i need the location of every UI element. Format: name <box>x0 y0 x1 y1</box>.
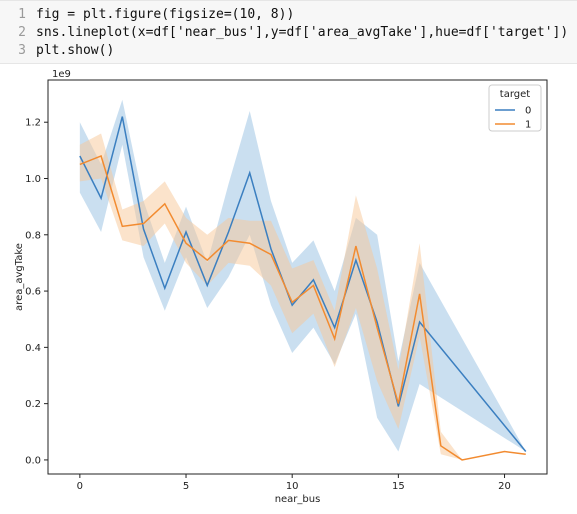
legend-box <box>488 84 542 132</box>
x-axis-label: near_bus <box>275 494 321 505</box>
code-line-2[interactable]: 2 sns.lineplot(x=df['near_bus'],y=df['ar… <box>0 24 568 40</box>
legend: target 0 1 <box>488 84 542 132</box>
y-tick-label: 0.4 <box>25 343 41 354</box>
y-tick-label: 0.2 <box>25 399 41 410</box>
code-text: fig = plt.figure(figsize=(10, 8)) <box>36 6 295 22</box>
code-line-3[interactable]: 3 plt.show() <box>0 42 114 58</box>
x-tick-label: 20 <box>498 481 511 492</box>
y-tick-label: 1.0 <box>25 174 41 185</box>
code-text: plt.show() <box>36 42 115 58</box>
confidence-band-series-1 <box>79 133 526 460</box>
line-number: 1 <box>18 6 26 22</box>
code-line-1[interactable]: 1 fig = plt.figure(figsize=(10, 8)) <box>0 6 294 22</box>
line-chart: 0 5 10 15 200.00.20.40.60.81.01.2 1e9 near_b… <box>14 69 548 505</box>
legend-label-0: 0 <box>525 106 531 117</box>
line-number: 2 <box>18 24 26 40</box>
legend-label-1: 1 <box>525 120 531 131</box>
code-text: sns.lineplot(x=df['near_bus'],y=df['area… <box>36 24 569 40</box>
code-cell[interactable]: 1 fig = plt.figure(figsize=(10, 8)) 2 sn… <box>0 0 577 64</box>
x-tick-label: 15 <box>392 481 405 492</box>
axes-frame <box>47 79 548 475</box>
y-axis-offset-label: 1e9 <box>52 69 71 80</box>
y-tick-label: 0.0 <box>25 455 41 466</box>
x-tick-label: 0 <box>77 481 83 492</box>
y-tick-label: 1.2 <box>25 118 41 129</box>
x-tick-label: 10 <box>286 481 299 492</box>
legend-title: target <box>500 89 530 100</box>
line-series-0 <box>79 116 527 452</box>
line-number: 3 <box>18 42 26 58</box>
y-tick-label: 0.6 <box>25 287 41 298</box>
y-tick-label: 0.8 <box>25 230 41 241</box>
line-series-1 <box>79 154 526 461</box>
y-axis-label: area_avgTake <box>14 243 25 311</box>
plot-output: 0 5 10 15 20 0.0 0.2 0.4 0.6 0.8 1.0 1.2 1e9 near_b… <box>0 66 577 510</box>
x-tick-label: 5 <box>183 481 189 492</box>
